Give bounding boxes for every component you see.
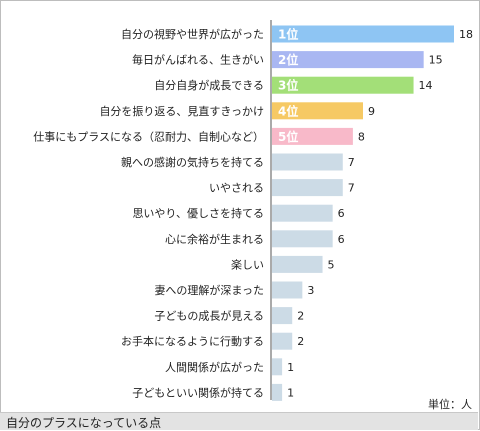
category-label: いやされる bbox=[209, 182, 264, 195]
unit-label: 単位：人 bbox=[428, 398, 472, 411]
value-label: 5 bbox=[328, 258, 335, 271]
rank-label: 3位 bbox=[278, 78, 298, 93]
value-label: 14 bbox=[419, 79, 433, 92]
value-label: 3 bbox=[307, 284, 314, 297]
value-label: 7 bbox=[348, 156, 355, 169]
category-label: 親への感謝の気持ちを持てる bbox=[121, 155, 264, 169]
bar bbox=[272, 332, 293, 350]
value-label: 6 bbox=[338, 233, 345, 246]
bar bbox=[272, 179, 343, 197]
category-label: お手本になるように行動する bbox=[121, 334, 264, 348]
bar bbox=[272, 255, 323, 273]
rank-label: 5位 bbox=[278, 129, 298, 144]
value-label: 2 bbox=[297, 310, 304, 323]
bar bbox=[272, 281, 303, 299]
bar bbox=[272, 307, 293, 325]
value-label: 1 bbox=[287, 361, 294, 374]
bar bbox=[272, 25, 454, 43]
category-label: 自分自身が成長できる bbox=[154, 78, 264, 92]
value-label: 8 bbox=[358, 130, 365, 143]
category-label: 思いやり、優しさを持てる bbox=[132, 206, 264, 220]
bar bbox=[272, 153, 343, 171]
value-label: 18 bbox=[459, 28, 473, 41]
category-label: 仕事にもプラスになる（忍耐力、自制心など） bbox=[33, 130, 264, 143]
rank-label: 2位 bbox=[278, 52, 298, 67]
bar bbox=[272, 127, 353, 145]
value-label: 1 bbox=[287, 386, 294, 399]
rank-label: 1位 bbox=[278, 27, 298, 42]
bar bbox=[272, 102, 363, 120]
category-label: 自分の視野や世界が広がった bbox=[121, 27, 264, 41]
category-label: 楽しい bbox=[231, 258, 264, 271]
bar bbox=[272, 383, 283, 401]
value-label: 7 bbox=[348, 182, 355, 195]
category-label: 子どもの成長が見える bbox=[154, 309, 264, 323]
category-label: 子どもといい関係が持てる bbox=[132, 385, 264, 399]
category-label: 自分を振り返る、見直すきっかけ bbox=[99, 104, 264, 118]
category-label: 人間関係が広がった bbox=[165, 360, 264, 374]
chart-caption: 自分のプラスになっている点 bbox=[6, 416, 162, 430]
value-label: 9 bbox=[368, 105, 375, 118]
category-label: 心に余裕が生まれる bbox=[165, 232, 264, 246]
rank-label: 4位 bbox=[278, 103, 298, 118]
bar bbox=[272, 358, 283, 376]
bar bbox=[272, 76, 414, 94]
caption-bar: 自分のプラスになっている点 bbox=[0, 412, 478, 430]
value-label: 15 bbox=[429, 54, 443, 67]
value-label: 2 bbox=[297, 335, 304, 348]
category-label: 毎日がんばれる、生きがい bbox=[132, 53, 264, 67]
bar bbox=[272, 230, 333, 248]
bar bbox=[272, 204, 333, 222]
bar bbox=[272, 51, 424, 69]
value-label: 6 bbox=[338, 207, 345, 220]
category-label: 妻への理解が深まった bbox=[154, 283, 264, 297]
